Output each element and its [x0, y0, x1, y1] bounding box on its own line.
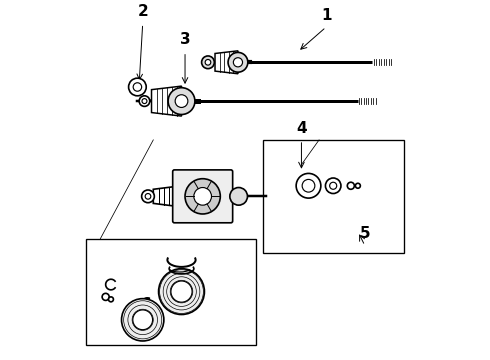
Circle shape: [168, 88, 195, 114]
Circle shape: [233, 58, 243, 67]
Circle shape: [108, 297, 113, 302]
Text: 3: 3: [180, 32, 190, 48]
Polygon shape: [151, 86, 181, 116]
Circle shape: [355, 183, 360, 188]
Circle shape: [185, 179, 220, 214]
Polygon shape: [153, 186, 174, 206]
Circle shape: [128, 78, 146, 96]
Circle shape: [175, 95, 188, 107]
Text: 2: 2: [137, 4, 148, 19]
FancyBboxPatch shape: [172, 170, 233, 223]
Circle shape: [145, 194, 151, 199]
Circle shape: [201, 56, 214, 69]
Text: 1: 1: [321, 8, 331, 23]
Text: 5: 5: [360, 226, 370, 242]
Circle shape: [230, 188, 247, 205]
Text: 4: 4: [296, 121, 307, 136]
Circle shape: [347, 182, 354, 189]
Circle shape: [133, 83, 142, 91]
Circle shape: [102, 293, 109, 300]
Circle shape: [194, 188, 212, 205]
Circle shape: [325, 178, 341, 194]
Circle shape: [205, 59, 211, 65]
Circle shape: [133, 310, 152, 330]
Bar: [263, 140, 404, 253]
Circle shape: [171, 281, 192, 302]
Circle shape: [142, 190, 154, 203]
Text: 6: 6: [141, 297, 151, 312]
Bar: [86, 239, 256, 345]
Circle shape: [142, 99, 147, 104]
Polygon shape: [215, 51, 238, 74]
Circle shape: [228, 53, 248, 72]
Circle shape: [122, 299, 164, 341]
Circle shape: [296, 174, 321, 198]
Circle shape: [302, 179, 315, 192]
Circle shape: [139, 96, 150, 107]
Circle shape: [330, 182, 337, 189]
Circle shape: [159, 269, 204, 315]
